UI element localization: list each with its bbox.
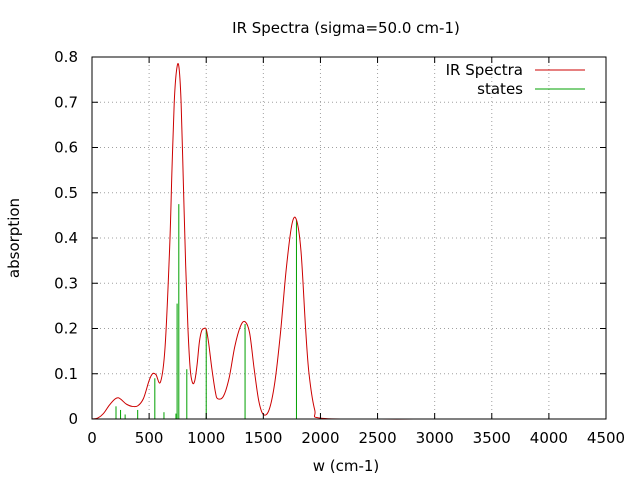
legend-label-states: states: [477, 80, 523, 98]
x-tick-label: 500: [135, 429, 164, 447]
x-tick-label: 3000: [416, 429, 454, 447]
y-axis-ticks: 0 0.1 0.2 0.3 0.4 0.5 0.6 0.7 0.8: [54, 48, 606, 428]
x-tick-label: 4000: [530, 429, 568, 447]
states-series: [115, 204, 297, 419]
legend: IR Spectra states: [446, 61, 585, 98]
legend-label-ir-spectra: IR Spectra: [446, 61, 523, 79]
x-tick-label: 1000: [187, 429, 225, 447]
x-tick-label: 4500: [587, 429, 625, 447]
chart-title: IR Spectra (sigma=50.0 cm-1): [232, 19, 460, 37]
y-tick-label: 0.3: [54, 274, 78, 292]
y-tick-label: 0.1: [54, 365, 78, 383]
y-tick-label: 0.6: [54, 139, 78, 157]
y-tick-label: 0.7: [54, 93, 78, 111]
y-axis-label: absorption: [5, 198, 23, 278]
x-tick-label: 0: [87, 429, 97, 447]
x-tick-label: 1500: [244, 429, 282, 447]
x-tick-label: 3500: [473, 429, 511, 447]
x-axis-label: w (cm-1): [313, 457, 380, 475]
y-tick-label: 0: [68, 410, 78, 428]
x-tick-label: 2000: [301, 429, 339, 447]
y-tick-label: 0.4: [54, 229, 78, 247]
ir-spectra-line: [91, 63, 606, 420]
y-tick-label: 0.2: [54, 320, 78, 338]
x-axis-ticks: 0 500 1000 1500 2000 2500 3000 3500 4000 4500: [87, 57, 625, 447]
y-tick-label: 0.5: [54, 184, 78, 202]
grid-lines: [92, 57, 606, 419]
y-tick-label: 0.8: [54, 48, 78, 66]
x-tick-label: 2500: [358, 429, 396, 447]
